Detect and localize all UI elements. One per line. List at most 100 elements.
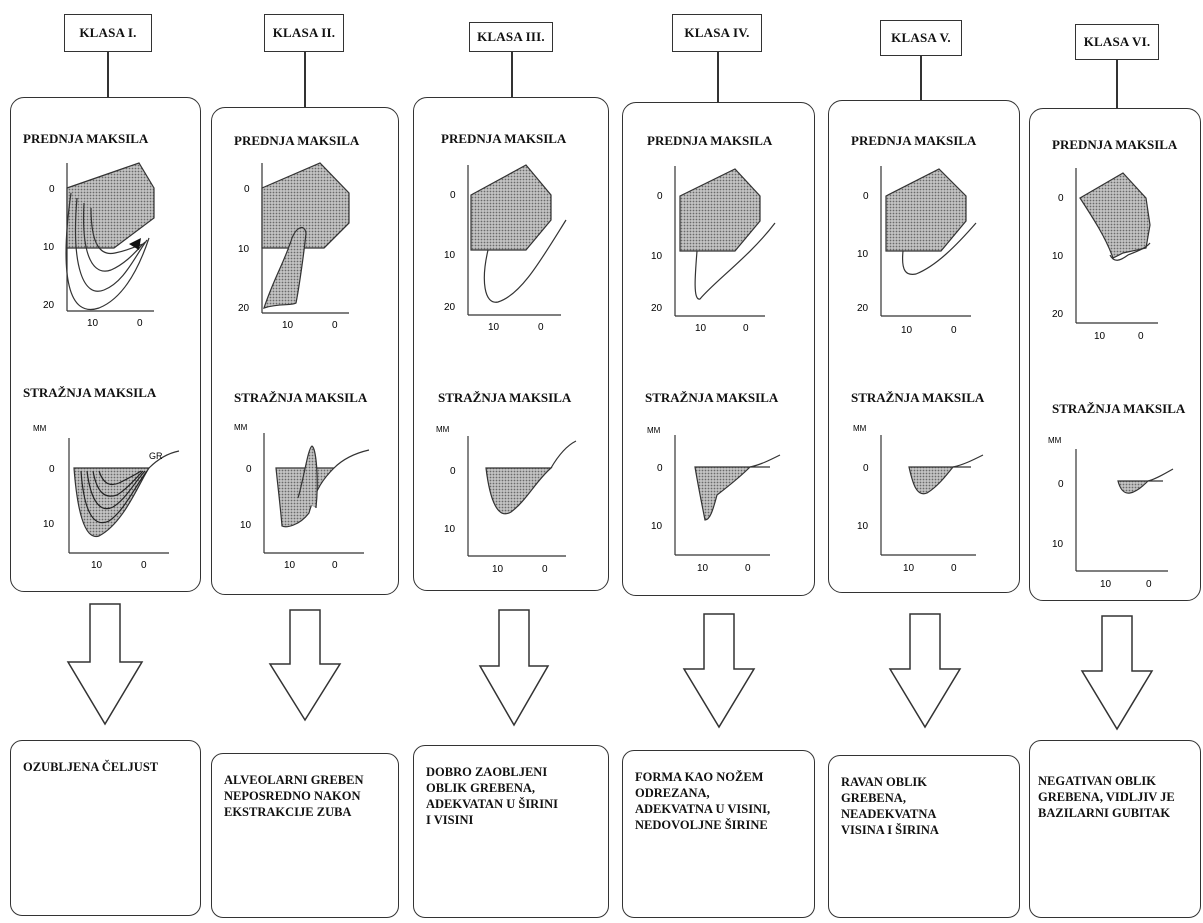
class-2-title: KLASA II. — [264, 14, 344, 52]
class-1-front-ytick-2: 20 — [43, 300, 55, 311]
class-2-back-unit: MM — [234, 423, 248, 432]
class-6-front-ytick-2: 20 — [1052, 309, 1064, 320]
class-1-back-ytick-1: 10 — [43, 519, 55, 530]
class-6-back-xtick-1: 0 — [1146, 579, 1152, 590]
class-3-panel: PREDNJA MAKSILA 0 10 20 10 0 STRAŽNJA MA… — [413, 97, 609, 591]
class-1-back-label: STRAŽNJA MAKSILA — [23, 385, 157, 400]
class-4-description-line: ADEKVATNA U VISINI, — [635, 802, 771, 816]
class-3-back-xtick-0: 10 — [492, 564, 504, 575]
class-1-back-unit: MM — [33, 424, 47, 433]
class-5-front-ytick-2: 20 — [857, 303, 869, 314]
class-4-front-xtick-0: 10 — [695, 323, 707, 334]
class-5-connector — [920, 56, 922, 100]
class-3-front-ytick-1: 10 — [444, 250, 456, 261]
class-4-description: FORMA KAO NOŽEM ODREZANA, ADEKVATNA U VI… — [622, 750, 815, 918]
class-2-back-ytick-1: 10 — [240, 520, 252, 531]
class-6-back-label: STRAŽNJA MAKSILA — [1052, 401, 1186, 416]
class-5-front-chart: 0 10 20 10 0 — [857, 166, 977, 336]
class-2-description-line: EKSTRAKCIJE ZUBA — [224, 805, 352, 819]
class-5-back-label: STRAŽNJA MAKSILA — [851, 390, 985, 405]
class-2-front-xtick-0: 10 — [282, 320, 294, 331]
class-5-description: RAVAN OBLIK GREBENA, NEADEKVATNA VISINA … — [828, 755, 1020, 918]
class-6-back-chart: MM 0 10 10 0 — [1048, 436, 1174, 590]
class-2-panel: PREDNJA MAKSILA 0 10 20 10 0 STRAŽNJA MA… — [211, 107, 399, 595]
class-3-front-ytick-0: 0 — [450, 190, 456, 201]
class-5-description-line: NEADEKVATNA — [841, 807, 937, 821]
class-6-title: KLASA VI. — [1075, 24, 1159, 60]
class-6-description-line: GREBENA, VIDLJIV JE — [1038, 790, 1175, 804]
class-4-front-label: PREDNJA MAKSILA — [647, 133, 773, 148]
class-1-front-label: PREDNJA MAKSILA — [23, 131, 149, 146]
class-5-front-ytick-1: 10 — [857, 249, 869, 260]
class-1-connector — [107, 52, 109, 97]
class-2-description: ALVEOLARNI GREBEN NEPOSREDNO NAKON EKSTR… — [211, 753, 399, 918]
class-2-front-ytick-0: 0 — [244, 184, 250, 195]
class-5-arrow — [888, 613, 962, 729]
class-5-front-xtick-1: 0 — [951, 325, 957, 336]
class-3-back-ytick-0: 0 — [450, 466, 456, 477]
class-6-description-line: NEGATIVAN OBLIK — [1038, 774, 1156, 788]
class-4-arrow — [682, 613, 756, 729]
class-5-description-line: RAVAN OBLIK — [841, 775, 928, 789]
class-5-back-xtick-0: 10 — [903, 563, 915, 574]
class-1-front-ytick-0: 0 — [49, 184, 55, 195]
class-5-back-ytick-0: 0 — [863, 463, 869, 474]
class-4-description-line: ODREZANA, — [635, 786, 710, 800]
class-4-title: KLASA IV. — [672, 14, 762, 52]
class-6-front-ytick-0: 0 — [1058, 193, 1064, 204]
class-4-connector — [717, 52, 719, 102]
class-1-back-annotation: GR — [149, 451, 163, 461]
class-3-front-ytick-2: 20 — [444, 302, 456, 313]
class-2-back-chart: MM 0 10 10 0 — [234, 423, 370, 571]
class-6-front-ytick-1: 10 — [1052, 251, 1064, 262]
class-4-front-ytick-1: 10 — [651, 251, 663, 262]
class-1-description-line: OZUBLJENA ČELJUST — [23, 760, 159, 774]
class-6-description-line: BAZILARNI GUBITAK — [1038, 806, 1171, 820]
class-3-back-ytick-1: 10 — [444, 524, 456, 535]
class-6-back-ytick-0: 0 — [1058, 479, 1064, 490]
class-4-back-ytick-0: 0 — [657, 463, 663, 474]
class-3-front-chart: 0 10 20 10 0 — [444, 164, 567, 333]
class-6-front-xtick-1: 0 — [1138, 331, 1144, 342]
class-6-back-unit: MM — [1048, 436, 1062, 445]
class-2-front-label: PREDNJA MAKSILA — [234, 133, 360, 148]
class-1-back-xtick-1: 0 — [141, 560, 147, 571]
class-5-front-ytick-0: 0 — [863, 191, 869, 202]
class-2-description-line: ALVEOLARNI GREBEN — [224, 773, 364, 787]
class-4-back-chart: MM 0 10 10 0 — [647, 426, 781, 574]
class-6-front-xtick-0: 10 — [1094, 331, 1106, 342]
class-3-back-chart: MM 0 10 10 0 — [436, 425, 577, 575]
class-1-back-xtick-0: 10 — [91, 560, 103, 571]
class-6-front-chart: 0 10 20 10 0 — [1052, 168, 1158, 342]
class-2-back-ytick-0: 0 — [246, 464, 252, 475]
class-2-connector — [304, 52, 306, 107]
class-4-front-chart: 0 10 20 10 0 — [651, 166, 776, 334]
class-4-back-xtick-0: 10 — [697, 563, 709, 574]
class-2-front-xtick-1: 0 — [332, 320, 338, 331]
class-3-back-xtick-1: 0 — [542, 564, 548, 575]
class-6-arrow — [1080, 615, 1154, 731]
class-3-description-line: DOBRO ZAOBLJENI — [426, 765, 548, 779]
class-4-back-xtick-1: 0 — [745, 563, 751, 574]
class-5-back-ytick-1: 10 — [857, 521, 869, 532]
class-1-front-ytick-1: 10 — [43, 242, 55, 253]
class-3-front-xtick-0: 10 — [488, 322, 500, 333]
class-1-front-xtick-0: 10 — [87, 318, 99, 329]
class-1-front-xtick-1: 0 — [137, 318, 143, 329]
class-3-front-xtick-1: 0 — [538, 322, 544, 333]
class-5-description-line: GREBENA, — [841, 791, 906, 805]
class-5-title: KLASA V. — [880, 20, 962, 56]
class-2-description-line: NEPOSREDNO NAKON — [224, 789, 361, 803]
class-5-back-chart: MM 0 10 10 0 — [853, 424, 984, 574]
class-6-connector — [1116, 60, 1118, 108]
class-4-front-xtick-1: 0 — [743, 323, 749, 334]
class-3-back-unit: MM — [436, 425, 450, 434]
class-4-back-unit: MM — [647, 426, 661, 435]
class-3-connector — [511, 52, 513, 97]
class-2-back-xtick-0: 10 — [284, 560, 296, 571]
class-1-panel: PREDNJA MAKSILA 0 10 20 10 0 STRAŽNJA MA… — [10, 97, 201, 592]
class-1-title: KLASA I. — [64, 14, 152, 52]
class-3-arrow — [478, 609, 550, 727]
class-6-back-xtick-0: 10 — [1100, 579, 1112, 590]
class-2-back-label: STRAŽNJA MAKSILA — [234, 390, 368, 405]
